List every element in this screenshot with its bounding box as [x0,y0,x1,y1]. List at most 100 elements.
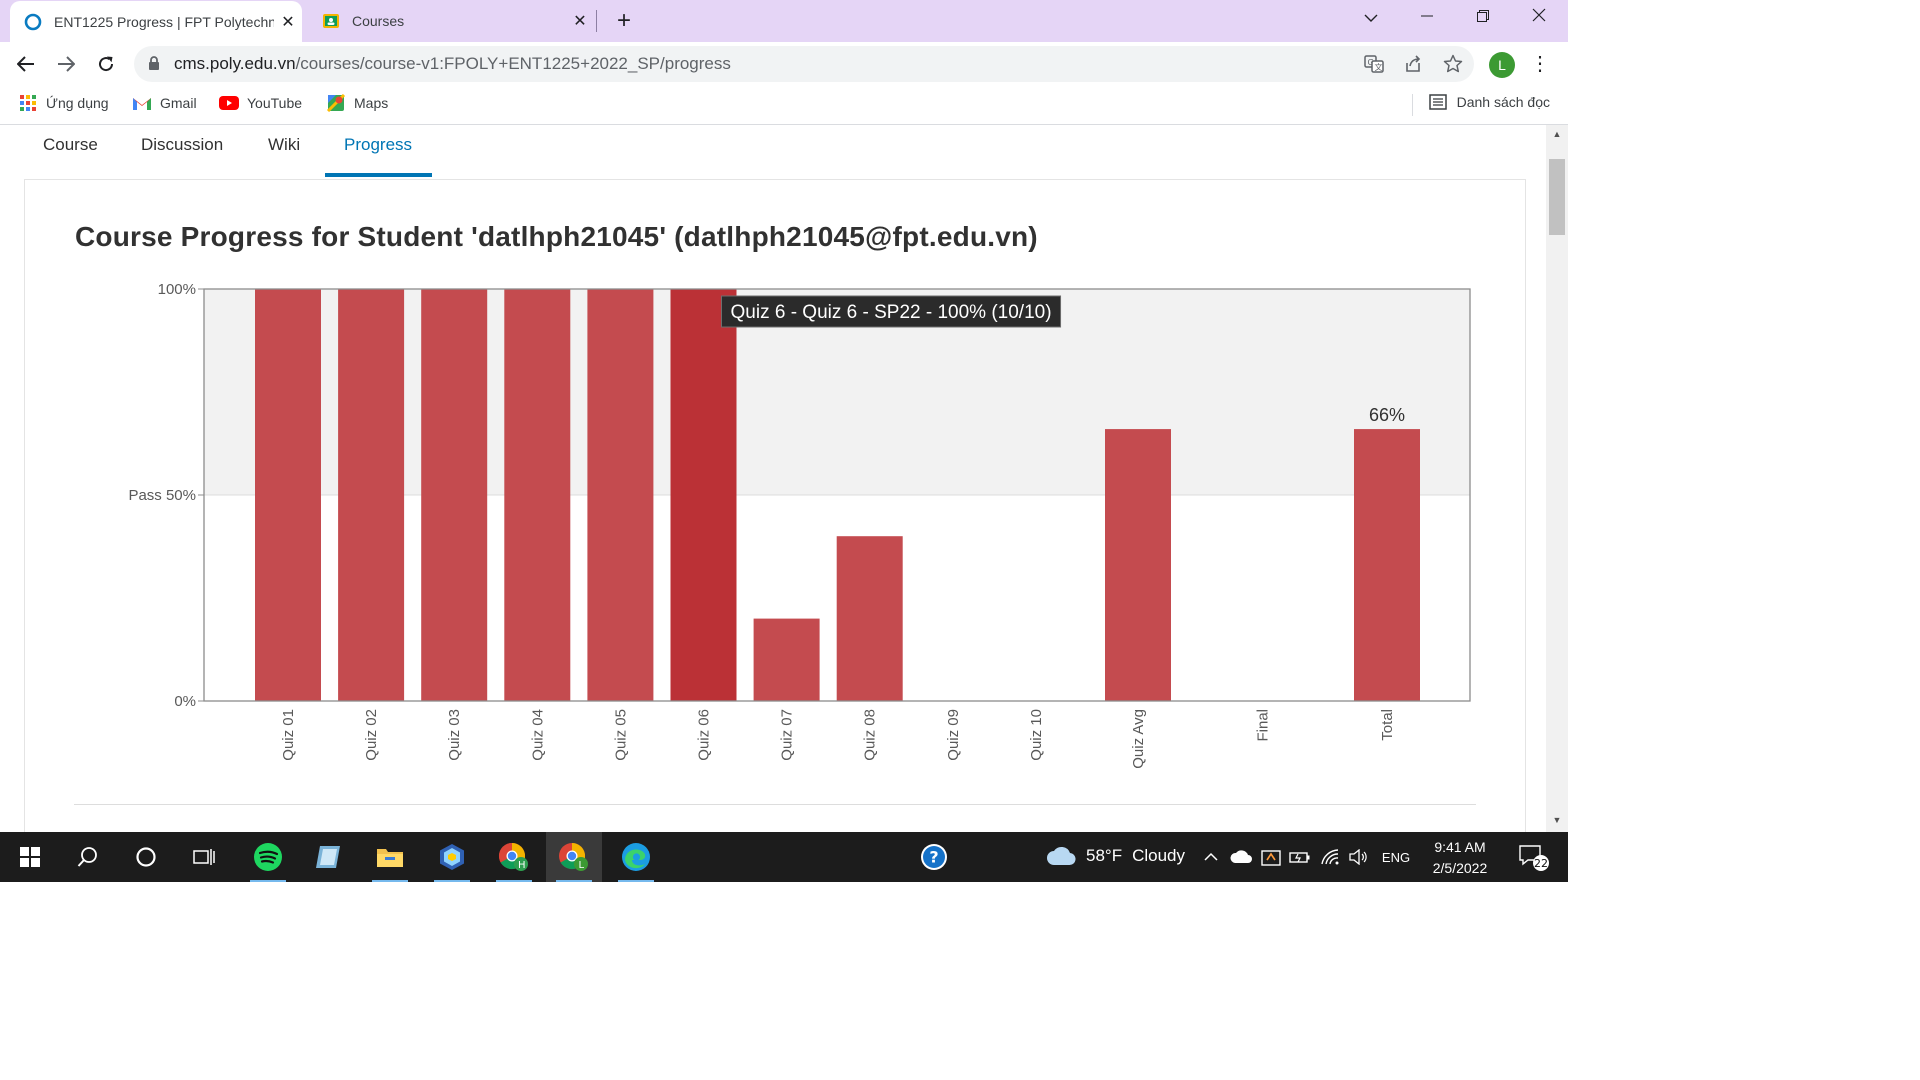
bookmark-star-icon[interactable] [1443,54,1463,74]
back-arrow-icon [17,56,34,72]
progress-card [24,179,1526,832]
page-title: Course Progress for Student 'datlhph2104… [75,221,1038,252]
bookmark-label: Maps [354,95,389,111]
lock-icon[interactable] [148,56,160,71]
wifi-icon[interactable] [1318,832,1342,882]
notification-center-icon[interactable]: 22 [1510,832,1556,882]
url-text[interactable]: cms.poly.edu.vn/courses/course-v1:FPOLY+… [174,54,731,74]
restore-button[interactable] [1455,0,1511,36]
windows-start-icon[interactable] [2,832,58,882]
chart-bar [338,289,405,701]
chart-x-tick-label: Quiz 01 [280,709,297,761]
notepad-icon[interactable] [300,832,356,882]
bookmark-label: YouTube [247,95,303,111]
reload-icon [99,56,114,72]
browser-menu-icon[interactable]: ⋮ [1530,53,1550,75]
bookmark-gmail[interactable]: Gmail [132,94,197,112]
battery-icon[interactable] [1288,832,1312,882]
task-view-icon[interactable] [176,832,232,882]
edge-icon[interactable] [608,832,664,882]
reload-button[interactable] [92,50,120,78]
chart-x-tick-label: Quiz 06 [696,709,713,761]
minimize-button[interactable] [1399,0,1455,36]
translate-icon[interactable]: G文 [1364,54,1384,74]
chart-x-tick-label: Quiz 05 [612,709,629,761]
chart-x-tick-label: Quiz 04 [529,709,546,761]
close-window-button[interactable] [1511,0,1567,36]
tab-courses[interactable]: Courses ✕ [308,0,594,42]
chart-bar [504,289,571,701]
browser-toolbar: cms.poly.edu.vn/courses/course-v1:FPOLY+… [0,42,1568,86]
running-indicator [434,880,470,882]
clock-date: 2/5/2022 [1432,860,1488,876]
svg-text:L: L [579,860,585,871]
spotify-icon[interactable] [240,832,296,882]
bookmark-label: Ứng dụng [46,95,109,111]
running-indicator [372,880,408,882]
running-indicator [556,880,592,882]
tab-progress[interactable]: ENT1225 Progress | FPT Polytechnic ✕ [10,1,302,42]
tab-wiki[interactable]: Wiki [268,135,301,154]
onedrive-icon[interactable] [1228,832,1254,882]
address-bar[interactable]: cms.poly.edu.vn/courses/course-v1:FPOLY+… [134,46,1474,82]
file-explorer-icon[interactable] [362,832,418,882]
share-icon[interactable] [1403,54,1423,74]
browser-tab-strip: ENT1225 Progress | FPT Polytechnic ✕ Cou… [0,0,1568,42]
show-hidden-icons-chevron-icon[interactable] [1200,832,1222,882]
chart-x-tick-label: Quiz 10 [1028,709,1045,761]
chrome-profile-l-icon[interactable]: L [546,832,602,882]
page-scrollbar[interactable]: ▲ ▼ [1546,125,1568,832]
tab-discussion[interactable]: Discussion [141,135,224,154]
chart-data-label: 66% [1369,405,1405,425]
tab-progress[interactable]: Progress [344,135,413,154]
tab-separator [596,10,597,32]
bookmark-apps[interactable]: Ứng dụng [18,94,109,112]
chart-x-tick-label: Quiz 07 [779,709,796,761]
help-icon[interactable]: ? [906,832,962,882]
reading-list-label: Danh sách đọc [1456,94,1550,110]
tab-title: ENT1225 Progress | FPT Polytechnic [54,13,274,30]
chart-bar [255,289,321,701]
maps-icon [326,94,346,112]
weather-widget[interactable]: 58°F Cloudy [1046,846,1185,866]
new-tab-button[interactable]: + [616,7,631,34]
svg-text:文: 文 [1375,62,1383,72]
chart-y-tick-label: 100% [158,281,196,298]
section-divider [74,804,1476,805]
apps-grid-icon [20,95,36,111]
gmail-icon [133,98,151,110]
security-tray-icon[interactable] [1258,832,1284,882]
profile-avatar[interactable]: L [1489,52,1515,78]
chart-bar [836,536,903,701]
running-indicator [250,880,286,882]
running-indicator [496,880,532,882]
tab-title: Courses [352,13,405,29]
chart-tooltip-text: Quiz 6 - Quiz 6 - SP22 - 100% (10/10) [731,302,1052,323]
windows-taskbar: H L ? 58°F Cloudy ENG 9:41 AM 2/5/2022 [0,832,1568,882]
svg-text:?: ? [929,848,938,867]
bookmark-youtube[interactable]: YouTube [219,94,302,112]
svg-text:H: H [518,860,526,871]
tab-course[interactable]: Course [43,135,98,154]
cortana-icon[interactable] [118,832,174,882]
language-indicator[interactable]: ENG [1381,849,1411,865]
chart-x-tick-label: Quiz 08 [862,709,879,761]
scroll-down-icon[interactable]: ▼ [1552,815,1562,825]
scroll-up-icon[interactable]: ▲ [1552,129,1562,139]
forward-arrow-icon [58,56,75,72]
tab-search-button[interactable] [1343,0,1399,36]
forward-button[interactable] [52,50,80,78]
taskbar-clock[interactable]: 9:41 AM 2/5/2022 [1424,837,1496,879]
chrome-profile-h-icon[interactable]: H [486,832,542,882]
back-button[interactable] [12,50,40,78]
close-tab-icon[interactable]: ✕ [573,13,587,30]
virtualbox-icon[interactable] [424,832,480,882]
search-icon[interactable] [60,832,116,882]
scroll-thumb[interactable] [1549,159,1565,235]
volume-icon[interactable] [1346,832,1370,882]
chart-x-tick-label: Quiz 02 [363,709,380,761]
reading-list-button[interactable]: Danh sách đọc [1428,94,1550,110]
bookmark-maps[interactable]: Maps [326,94,388,112]
close-tab-icon[interactable]: ✕ [281,13,295,31]
chart-bar [1105,429,1171,701]
